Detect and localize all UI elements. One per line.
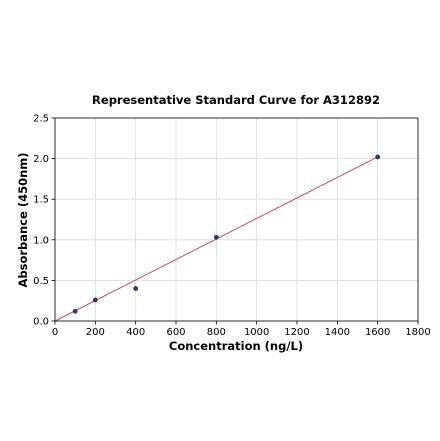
- y-axis-label: Absorbance (450nm): [16, 152, 30, 287]
- y-tick-label: 1.0: [33, 235, 49, 246]
- grid: [54, 117, 419, 322]
- x-tick-label: 1400: [325, 327, 350, 338]
- data-point: [213, 234, 219, 240]
- chart-title: Representative Standard Curve for A31289…: [92, 93, 380, 107]
- x-axis-ticks: 0 200 400 600 800 1000 1200 1400 1600 1800: [52, 321, 431, 338]
- data-points: [72, 154, 381, 314]
- x-tick-label: 1200: [284, 327, 309, 338]
- x-tick-label: 400: [126, 327, 145, 338]
- x-axis-label: Concentration (ng/L): [169, 339, 303, 353]
- y-tick-label: 0.0: [33, 317, 49, 328]
- x-tick-label: 0: [52, 327, 58, 338]
- plot-frame: [54, 117, 419, 322]
- x-tick-label: 200: [86, 327, 105, 338]
- data-point: [133, 286, 139, 291]
- y-tick-label: 2.0: [33, 154, 49, 165]
- data-point: [92, 297, 98, 303]
- y-tick-label: 2.5: [33, 114, 49, 125]
- y-tick-label: 1.5: [33, 195, 49, 206]
- data-point: [72, 308, 78, 314]
- x-tick-label: 1000: [244, 327, 269, 338]
- y-axis-ticks: 0.0 0.5 1.0 1.5 2.0 2.5: [33, 114, 55, 328]
- y-tick-label: 0.5: [33, 276, 49, 287]
- x-tick-label: 800: [207, 327, 226, 338]
- x-tick-label: 1600: [365, 327, 390, 338]
- x-tick-label: 1800: [405, 327, 430, 338]
- x-tick-label: 600: [166, 327, 185, 338]
- data-point: [375, 154, 381, 160]
